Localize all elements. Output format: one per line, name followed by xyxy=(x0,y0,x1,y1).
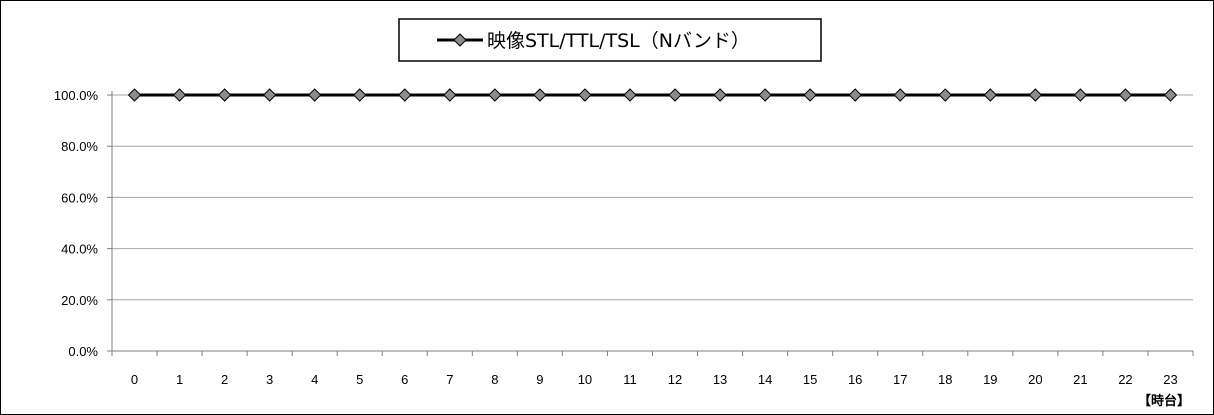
data-point-marker xyxy=(893,88,907,102)
axes xyxy=(107,91,1194,356)
x-tick-label: 13 xyxy=(713,372,727,387)
x-tick-label: 18 xyxy=(938,372,952,387)
data-point-marker xyxy=(938,88,952,102)
data-point-marker xyxy=(398,88,412,102)
data-point-marker xyxy=(1118,88,1133,102)
x-axis-unit-label: 【時台】 xyxy=(1138,393,1190,409)
gridlines xyxy=(112,94,1193,301)
x-tick-label: 22 xyxy=(1118,372,1132,387)
data-point-marker xyxy=(1073,88,1088,102)
x-tick-label: 20 xyxy=(1028,372,1042,387)
data-point-marker xyxy=(1028,88,1043,102)
data-point-marker xyxy=(217,88,232,102)
x-tick-label: 21 xyxy=(1073,372,1087,387)
x-tick-label: 8 xyxy=(491,372,498,387)
x-tick-label: 6 xyxy=(401,372,408,387)
data-point-marker xyxy=(758,88,772,102)
x-tick-label: 5 xyxy=(356,372,363,387)
data-point-marker xyxy=(848,88,862,102)
y-tick-label: 60.0% xyxy=(61,190,98,205)
x-tick-label: 1 xyxy=(176,372,183,387)
legend: 映像STL/TTL/TSL（Nバンド） xyxy=(398,18,822,62)
y-tick-label: 20.0% xyxy=(61,293,98,308)
data-point-marker xyxy=(127,88,142,102)
x-tick-label: 10 xyxy=(578,372,592,387)
x-tick-label: 11 xyxy=(623,372,637,387)
legend-marker-sample xyxy=(453,33,467,47)
data-point-marker xyxy=(578,88,592,102)
y-tick-label: 80.0% xyxy=(61,139,98,154)
tick-labels: 0.0%20.0%40.0%60.0%80.0%100.0%0 1 2 3 4 5 6 7 8 9… xyxy=(54,88,1178,387)
x-tick-label: 3 xyxy=(266,372,273,387)
data-point-marker xyxy=(983,88,998,102)
data-point-marker xyxy=(533,88,547,102)
x-tick-label: 2 xyxy=(221,372,228,387)
data-point-marker xyxy=(803,88,817,102)
y-tick-label: 40.0% xyxy=(61,242,98,257)
y-tick-label: 0.0% xyxy=(68,344,98,359)
x-tick-label: 14 xyxy=(758,372,772,387)
data-point-marker xyxy=(488,88,502,102)
x-tick-label: 12 xyxy=(668,372,682,387)
y-tick-label: 100.0% xyxy=(54,88,99,103)
x-tick-label: 9 xyxy=(536,372,543,387)
data-point-marker xyxy=(1163,88,1178,102)
series-layer xyxy=(127,88,1178,102)
data-point-marker xyxy=(172,88,187,102)
data-point-marker xyxy=(262,88,277,102)
data-point-marker xyxy=(307,88,322,102)
x-tick-label: 4 xyxy=(311,372,318,387)
x-tick-label: 16 xyxy=(848,372,862,387)
x-tick-label: 15 xyxy=(803,372,817,387)
data-point-marker xyxy=(713,88,727,102)
data-point-marker xyxy=(353,88,367,102)
x-tick-label: 0 xyxy=(131,372,138,387)
data-point-marker xyxy=(443,88,457,102)
x-tick-label: 19 xyxy=(983,372,997,387)
data-point-marker xyxy=(668,88,682,102)
x-tick-label: 23 xyxy=(1163,372,1177,387)
x-tick-label: 17 xyxy=(893,372,907,387)
legend-label: 映像STL/TTL/TSL（Nバンド） xyxy=(487,30,750,52)
data-point-marker xyxy=(623,88,637,102)
x-tick-label: 7 xyxy=(446,372,453,387)
